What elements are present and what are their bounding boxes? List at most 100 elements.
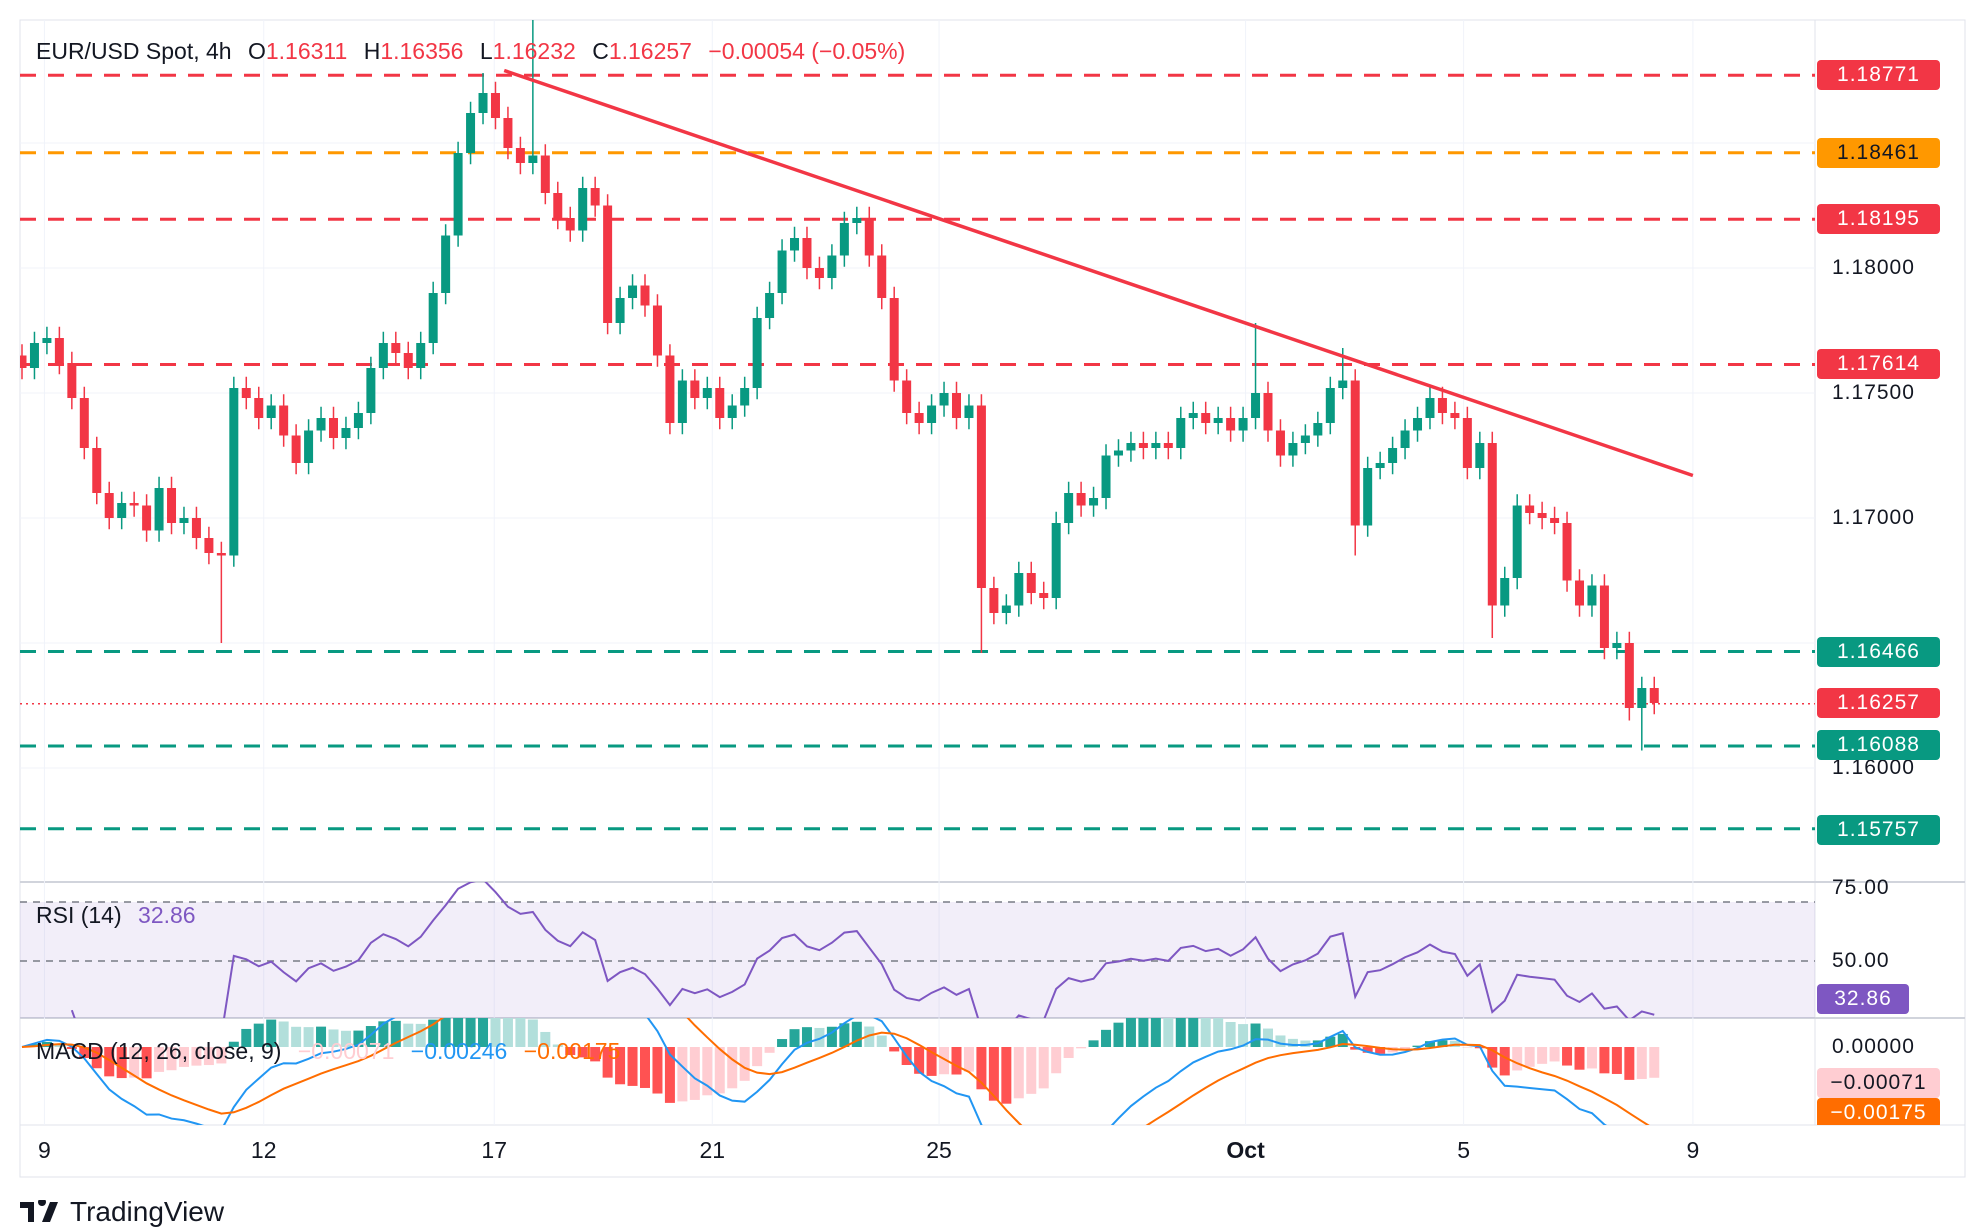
candle <box>852 218 861 223</box>
macd-histogram-bar <box>1500 1047 1510 1075</box>
level-badge: 1.18461 <box>1817 138 1940 168</box>
candle <box>1014 573 1023 606</box>
candle <box>603 206 612 324</box>
macd-axis-tick: 0.00000 <box>1832 1035 1915 1059</box>
candle <box>840 223 849 256</box>
candle <box>927 406 936 424</box>
candle <box>55 338 64 363</box>
candle <box>1363 468 1372 526</box>
macd-histogram-bar <box>752 1047 762 1066</box>
candle <box>30 343 39 368</box>
candle <box>1052 523 1061 598</box>
candle <box>528 156 537 164</box>
candle <box>1500 578 1509 606</box>
candle <box>1425 398 1434 418</box>
macd-histogram-bar <box>1649 1047 1659 1078</box>
candle <box>1388 448 1397 463</box>
macd-histogram-bar <box>1076 1047 1086 1048</box>
macd-label: MACD (12, 26, close, 9) <box>36 1038 281 1064</box>
candle <box>715 388 724 418</box>
candle <box>366 368 375 413</box>
candle <box>1251 393 1260 418</box>
candle <box>964 406 973 419</box>
candle <box>653 306 662 356</box>
candle <box>1538 513 1547 518</box>
time-tick: 12 <box>251 1137 277 1164</box>
candle <box>765 293 774 318</box>
candle <box>317 418 326 431</box>
level-badge: 1.16466 <box>1817 637 1940 667</box>
macd-signal-value: −0.00175 <box>524 1038 621 1064</box>
macd-histogram-bar <box>1113 1023 1123 1047</box>
candle <box>1064 493 1073 523</box>
macd-histogram-bar <box>1001 1047 1011 1104</box>
macd-histogram-bar <box>1575 1047 1585 1070</box>
macd-histogram-bar <box>1014 1047 1024 1098</box>
candle <box>80 398 89 448</box>
candle <box>753 318 762 388</box>
candle <box>1239 418 1248 431</box>
macd-histogram-bar <box>877 1036 887 1047</box>
candle <box>292 436 301 464</box>
macd-histogram-bar <box>964 1047 974 1072</box>
candle <box>242 388 251 398</box>
candle <box>865 218 874 256</box>
main-pane <box>18 0 1816 829</box>
macd-legend: MACD (12, 26, close, 9) −0.00071 −0.0024… <box>36 1038 630 1065</box>
macd-histogram-bar <box>1562 1047 1572 1066</box>
macd-histogram-bar <box>1537 1047 1547 1064</box>
candle <box>217 553 226 556</box>
rsi-value: 32.86 <box>138 902 196 928</box>
candle <box>204 538 213 553</box>
rsi-value-badge: 32.86 <box>1817 984 1909 1014</box>
macd-histogram-bar <box>1550 1047 1560 1061</box>
candle <box>1164 443 1173 448</box>
macd-histogram-bar <box>889 1047 899 1051</box>
candle <box>1525 506 1534 514</box>
candle <box>1301 436 1310 444</box>
candle <box>1151 443 1160 448</box>
candle <box>802 238 811 268</box>
macd-histogram-bar <box>1188 1014 1198 1047</box>
low-value: 1.16232 <box>493 38 576 64</box>
macd-histogram-bar <box>1587 1047 1597 1068</box>
time-tick: 9 <box>38 1137 51 1164</box>
tradingview-logo[interactable]: TradingView <box>20 1196 224 1228</box>
macd-histogram-bar <box>1624 1047 1634 1080</box>
candle <box>117 503 126 518</box>
candle <box>479 93 488 113</box>
candle <box>703 388 712 398</box>
candle <box>1139 443 1148 448</box>
candle <box>155 488 164 531</box>
macd-histogram-bar <box>715 1047 725 1093</box>
candle <box>1637 688 1646 708</box>
price-tick: 1.17500 <box>1832 381 1915 405</box>
candle <box>404 353 413 368</box>
candle <box>641 286 650 306</box>
rsi-label: RSI (14) <box>36 902 122 928</box>
macd-histogram-bar <box>1101 1030 1111 1047</box>
tradingview-logo-icon <box>20 1200 64 1224</box>
brand-name: TradingView <box>70 1196 224 1228</box>
candle <box>516 148 525 163</box>
time-tick: 21 <box>699 1137 725 1164</box>
candle <box>1114 451 1123 456</box>
candle <box>254 398 263 418</box>
macd-histogram-bar <box>1151 1015 1161 1047</box>
candle <box>18 356 27 369</box>
candle <box>267 406 276 419</box>
candle <box>977 406 986 589</box>
candle <box>1338 381 1347 389</box>
candle <box>429 293 438 343</box>
candle <box>1288 443 1297 456</box>
rsi-axis-tick: 50.00 <box>1832 949 1890 973</box>
macd-histogram-bar <box>1612 1047 1622 1074</box>
candle <box>391 343 400 353</box>
candle <box>1438 398 1447 413</box>
candle <box>1039 593 1048 598</box>
candle <box>877 256 886 299</box>
macd-histogram-bar <box>1089 1040 1099 1047</box>
candle <box>379 343 388 368</box>
macd-histogram-bar <box>652 1047 662 1094</box>
price-tick: 1.18000 <box>1832 256 1915 280</box>
